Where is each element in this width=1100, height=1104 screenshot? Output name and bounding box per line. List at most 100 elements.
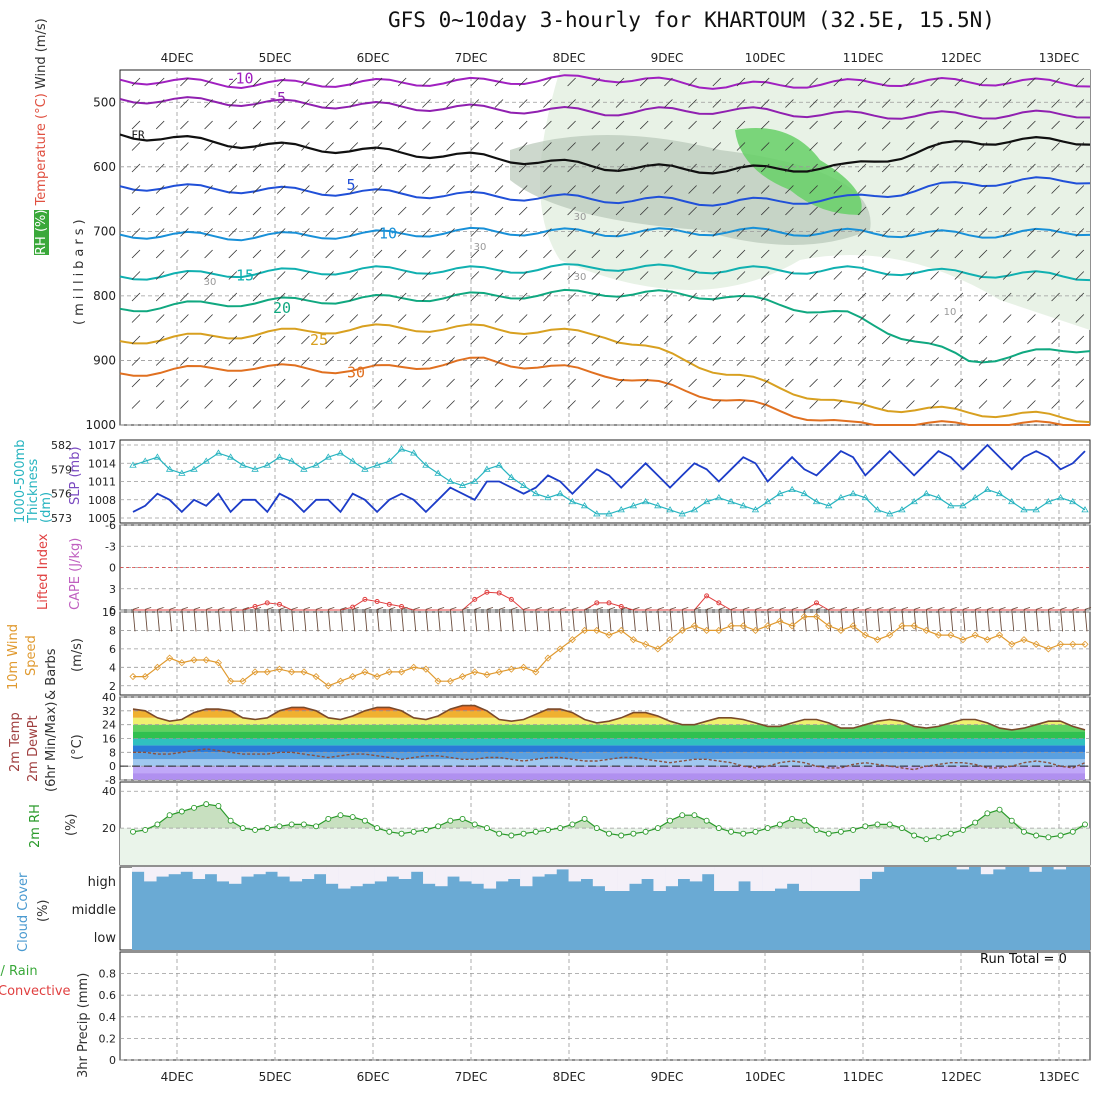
- thickness-line: [132, 448, 1086, 515]
- thickness-marker: [812, 498, 821, 505]
- x-label-bottom: 4DEC: [161, 1070, 194, 1084]
- upper-wind-barb: [664, 357, 673, 366]
- upper-wind-barb: [736, 142, 746, 151]
- wind-speed-marker: [642, 640, 650, 648]
- upper-wind-barb: [494, 335, 504, 345]
- upper-wind-barb: [615, 292, 625, 302]
- upper-wind-barb: [881, 185, 891, 194]
- x-label-top: 7DEC: [455, 51, 488, 65]
- wind-barb: [279, 609, 282, 632]
- upper-wind-barb: [930, 249, 939, 259]
- upper-wind-barb: [470, 400, 480, 409]
- wind-speed-marker: [373, 672, 381, 681]
- wind-speed-marker: [947, 631, 955, 639]
- rh-marker: [520, 830, 527, 837]
- upper-wind-barb: [881, 357, 891, 366]
- wind-tick-label: 4: [109, 661, 116, 674]
- cloud-high-gap: [362, 867, 375, 884]
- upper-wind-barb: [543, 228, 552, 237]
- upper-wind-barb: [881, 228, 891, 237]
- upper-wind-barb: [131, 163, 141, 173]
- upper-wind-barb: [301, 314, 310, 323]
- x-label-top: 10DEC: [745, 51, 785, 65]
- upper-wind-barb: [615, 335, 625, 345]
- wind-barb-flag: [157, 606, 164, 610]
- upper-wind-barb: [446, 142, 455, 151]
- upper-wind-barb: [833, 271, 843, 280]
- wind-speed-marker: [544, 654, 552, 662]
- upper-wind-barb: [712, 99, 722, 108]
- rh-marker: [984, 810, 991, 817]
- wind-barb: [510, 609, 514, 632]
- upper-wind-barb: [615, 249, 625, 259]
- upper-wind-barb: [1051, 249, 1060, 259]
- upper-wind-barb: [518, 378, 528, 388]
- upper-wind-barb: [785, 357, 794, 366]
- upper-wind-barb: [131, 228, 141, 237]
- upper-wind-barb: [809, 249, 818, 259]
- upper-wind-barb: [543, 400, 552, 409]
- upper-wind-barb: [857, 228, 867, 237]
- wind-barb: [681, 609, 685, 632]
- wind-barb-flag: [1011, 606, 1018, 610]
- upper-wind-barb: [131, 335, 141, 345]
- wind-barb-flag: [450, 606, 457, 610]
- upper-wind-barb: [664, 206, 673, 216]
- wind-barb: [205, 609, 209, 632]
- upper-wind-barb: [131, 314, 141, 323]
- upper-wind-barb: [736, 400, 746, 409]
- upper-wind-barb: [881, 271, 891, 280]
- upper-wind-barb: [180, 163, 189, 173]
- upper-wind-barb: [1002, 335, 1012, 345]
- upper-wind-barb: [833, 185, 843, 194]
- wind-barb-flag: [901, 606, 909, 610]
- cloud-high-gap: [689, 867, 703, 882]
- upper-wind-barb: [276, 77, 286, 87]
- upper-wind-barb: [712, 77, 722, 87]
- upper-wind-barb: [1051, 120, 1060, 130]
- upper-wind-barb: [228, 142, 238, 151]
- upper-wind-barb: [567, 357, 576, 366]
- wind-barb: [474, 609, 478, 632]
- cloud-high-gap: [750, 867, 763, 891]
- wind-barb: [217, 609, 221, 632]
- rh-marker: [728, 828, 735, 835]
- upper-wind-barb: [1051, 314, 1060, 323]
- upper-wind-barb: [567, 249, 576, 259]
- lifted-index-marker: [484, 589, 490, 595]
- isotherm--5: [119, 96, 1091, 120]
- thickness-marker: [568, 498, 577, 505]
- upper-wind-barb: [325, 185, 334, 194]
- upper-wind-barb: [349, 249, 359, 259]
- rh-marker: [813, 827, 820, 833]
- upper-wind-barb: [252, 120, 262, 130]
- cloud-high-gap: [204, 867, 218, 875]
- upper-wind-barb: [978, 357, 988, 366]
- rh-marker: [935, 834, 942, 841]
- wind-barb-flag: [535, 606, 542, 610]
- cloud-high-gap: [1053, 867, 1067, 870]
- rh-marker: [776, 821, 783, 828]
- upper-wind-barb: [422, 400, 431, 409]
- upper-wind-barb: [1027, 120, 1036, 130]
- upper-wind-barb: [397, 271, 407, 280]
- upper-wind-barb: [204, 77, 213, 87]
- upper-wind-barb: [881, 335, 891, 345]
- wind-speed-marker: [837, 626, 845, 635]
- upper-wind-barb: [446, 99, 455, 108]
- rh-marker: [1082, 821, 1088, 828]
- wind-speed-marker: [1032, 640, 1040, 648]
- isotherm-25: [119, 323, 1091, 424]
- upper-wind-barb: [252, 99, 262, 108]
- cloud-high-gap: [447, 867, 460, 877]
- wind-speed-marker: [715, 626, 723, 635]
- wind-speed-marker: [898, 622, 906, 630]
- upper-wind-barb: [301, 206, 310, 216]
- upper-wind-barb: [712, 271, 722, 280]
- upper-wind-barb: [301, 400, 310, 409]
- rh-contour-label: 10: [944, 307, 957, 318]
- upper-wind-barb: [785, 142, 794, 151]
- upper-wind-barb: [930, 357, 939, 366]
- upper-wind-barb: [712, 314, 722, 323]
- thickness-marker: [348, 457, 357, 464]
